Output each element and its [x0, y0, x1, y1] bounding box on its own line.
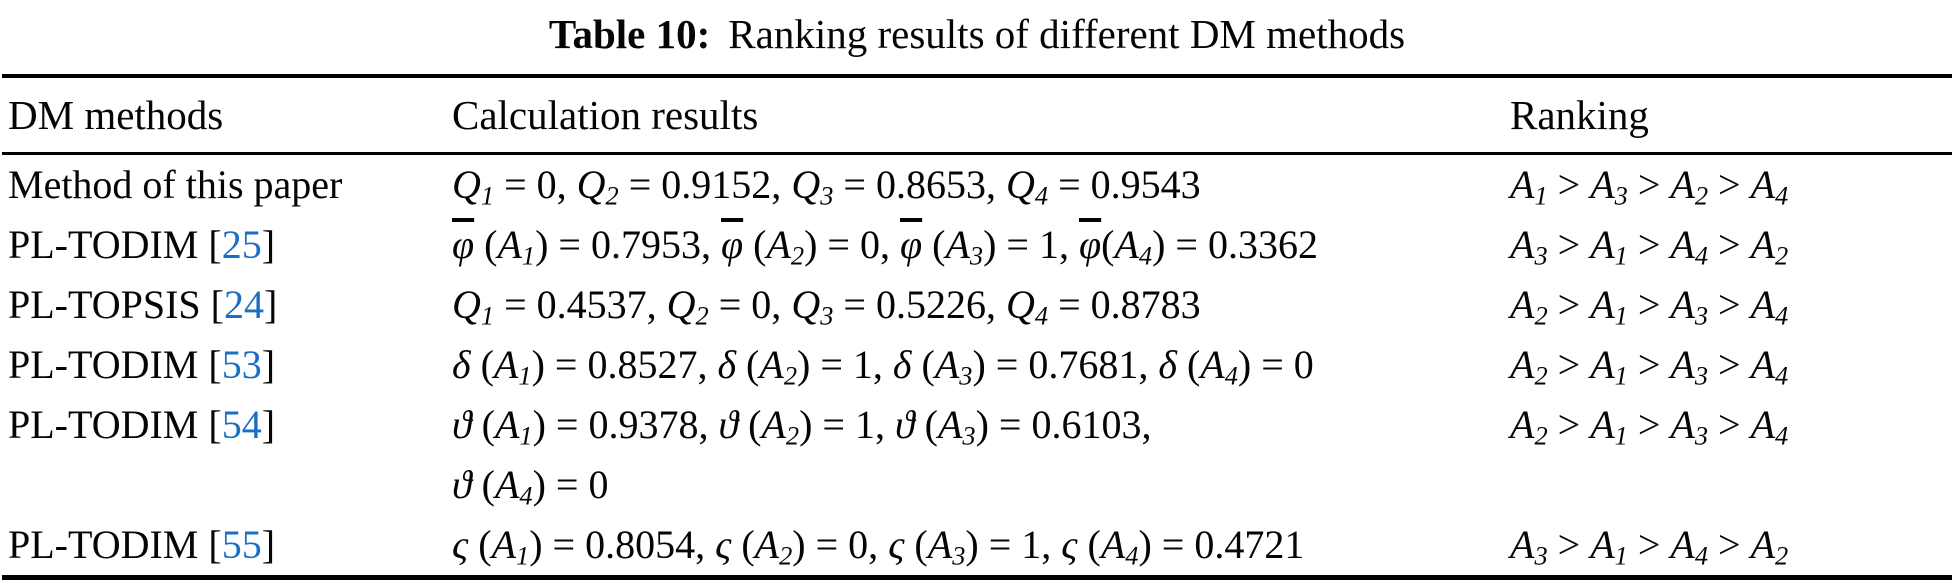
table-rule-bottom [2, 575, 1952, 580]
citation-link[interactable]: 25 [221, 222, 262, 267]
method-cell: PL-TODIM [53] [2, 335, 452, 395]
citation-link[interactable]: 53 [221, 342, 262, 387]
table-rule-header-separator [2, 152, 1952, 155]
method-name: PL-TODIM [ [8, 222, 222, 267]
method-cell: PL-TODIM [25] [2, 215, 452, 275]
citation-link[interactable]: 55 [221, 522, 262, 567]
method-name: PL-TOPSIS [ [8, 282, 224, 327]
method-name: Method of this paper [8, 162, 343, 207]
table-rule-top [2, 74, 1952, 78]
ranking-cell: A2 > A1 > A3 > A4 [1510, 282, 1789, 331]
method-name-suffix: ] [261, 522, 276, 567]
method-name-suffix: ] [263, 282, 278, 327]
method-cell: PL-TODIM [54] [2, 395, 452, 455]
table-caption: Table 10: Ranking results of different DM… [0, 0, 1954, 66]
citation-link[interactable]: 54 [221, 402, 262, 447]
table-caption-label: Table 10: [548, 11, 711, 57]
calculation-results-cell: φ (A1) = 0.7953, φ (A2) = 0, φ (A3) = 1,… [452, 222, 1318, 271]
column-header-calculation-results: Calculation results [452, 92, 759, 138]
ranking-cell: A2 > A1 > A3 > A4 [1510, 402, 1789, 451]
calculation-results-cell: δ (A1) = 0.8527, δ (A2) = 1, δ (A3) = 0.… [452, 342, 1314, 391]
method-name: PL-TODIM [ [8, 342, 222, 387]
table-header-row: DM methods Calculation results Ranking [2, 78, 1952, 152]
column-header-dm-methods: DM methods [8, 92, 224, 138]
method-name: PL-TODIM [ [8, 402, 222, 447]
citation-link[interactable]: 24 [223, 282, 264, 327]
calculation-results-cell: Q1 = 0, Q2 = 0.9152, Q3 = 0.8653, Q4 = 0… [452, 162, 1201, 211]
ranking-results-table: DM methods Calculation results Ranking M… [2, 74, 1952, 580]
method-cell: PL-TOPSIS [24] [2, 275, 452, 335]
ranking-cell: A3 > A1 > A4 > A2 [1510, 522, 1789, 571]
calculation-results-cell: ς (A1) = 0.8054, ς (A2) = 0, ς (A3) = 1,… [452, 522, 1305, 571]
table-row: PL-TODIM [25] φ (A1) = 0.7953, φ (A2) = … [2, 215, 1952, 275]
method-name-suffix: ] [261, 222, 276, 267]
table-row: PL-TODIM [54] ϑ (A1) = 0.9378, ϑ (A2) = … [2, 395, 1952, 515]
table-row: PL-TOPSIS [24] Q1 = 0.4537, Q2 = 0, Q3 =… [2, 275, 1952, 335]
calculation-results-cell: ϑ (A1) = 0.9378, ϑ (A2) = 1, ϑ (A3) = 0.… [452, 402, 1152, 511]
ranking-cell: A2 > A1 > A3 > A4 [1510, 342, 1789, 391]
method-cell: PL-TODIM [55] [2, 515, 452, 575]
column-header-ranking: Ranking [1510, 92, 1649, 138]
table-caption-text: Ranking results of different DM methods [728, 11, 1406, 57]
ranking-cell: A3 > A1 > A4 > A2 [1510, 222, 1789, 271]
calculation-results-cell: Q1 = 0.4537, Q2 = 0, Q3 = 0.5226, Q4 = 0… [452, 282, 1201, 331]
table-row: PL-TODIM [55] ς (A1) = 0.8054, ς (A2) = … [2, 515, 1952, 575]
method-cell: Method of this paper [2, 155, 452, 215]
method-name-suffix: ] [261, 402, 276, 447]
method-name: PL-TODIM [ [8, 522, 222, 567]
method-name-suffix: ] [261, 342, 276, 387]
table-row: PL-TODIM [53] δ (A1) = 0.8527, δ (A2) = … [2, 335, 1952, 395]
ranking-cell: A1 > A3 > A2 > A4 [1510, 162, 1789, 211]
table-row: Method of this paper Q1 = 0, Q2 = 0.9152… [2, 155, 1952, 215]
